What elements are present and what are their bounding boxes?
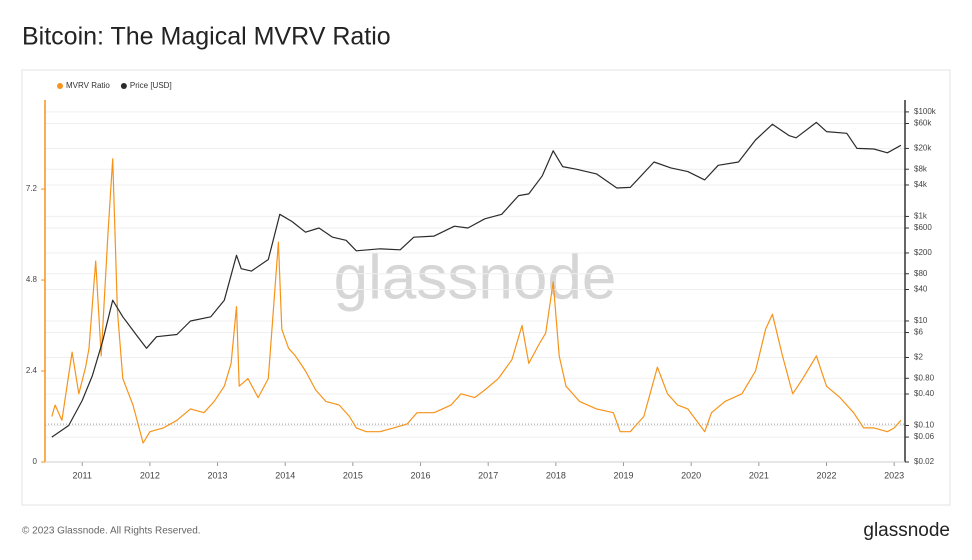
chart-frame [21, 69, 951, 506]
y2-tick-label: $60k [914, 119, 932, 128]
y-tick-label: 4.8 [26, 275, 38, 284]
y-tick-label: 7.2 [26, 184, 38, 193]
y2-tick-label: $2 [914, 353, 923, 362]
series-line [51, 121, 902, 438]
x-tick-label: 2016 [411, 470, 431, 480]
logo: glassnode [863, 520, 950, 541]
legend-label: Price [USD] [130, 81, 172, 90]
y2-tick-label: $0.02 [914, 457, 935, 466]
x-tick-label: 2013 [208, 470, 228, 480]
y2-tick-label: $20k [914, 144, 932, 153]
legend-marker [57, 83, 63, 89]
x-tick-label: 2012 [140, 470, 160, 480]
y2-tick-label: $6 [914, 328, 923, 337]
x-tick-label: 2021 [749, 470, 769, 480]
x-tick-label: 2019 [614, 470, 634, 480]
y2-tick-label: $8k [914, 164, 928, 173]
x-tick-label: 2018 [546, 470, 566, 480]
series-line [51, 158, 902, 444]
x-tick-label: 2022 [816, 470, 836, 480]
x-tick-label: 2023 [884, 470, 904, 480]
y2-tick-label: $1k [914, 212, 928, 221]
x-tick-label: 2015 [343, 470, 363, 480]
page-title: Bitcoin: The Magical MVRV Ratio [22, 23, 391, 51]
legend-marker [120, 83, 127, 89]
y2-tick-label: $0.40 [914, 389, 935, 398]
y2-tick-label: $0.10 [914, 421, 935, 430]
y-tick-label: 2.4 [26, 366, 38, 375]
footer: © 2023 Glassnode. All Rights Reserved. [22, 526, 201, 537]
legend-label: MVRV Ratio [66, 81, 110, 90]
y2-tick-label: $100k [914, 107, 937, 116]
y2-tick-label: $0.80 [914, 373, 935, 382]
x-tick-label: 2020 [681, 470, 701, 480]
y2-tick-label: $600 [914, 223, 932, 232]
watermark: glassnode [334, 243, 617, 312]
y2-tick-label: $4k [914, 180, 928, 189]
x-tick-label: 2017 [478, 470, 498, 480]
y2-tick-label: $0.06 [914, 432, 935, 441]
y2-tick-label: $200 [914, 248, 932, 257]
y2-tick-label: $10 [914, 316, 928, 325]
y-tick-label: 0 [33, 457, 38, 466]
x-tick-label: 2011 [73, 470, 92, 480]
y2-tick-label: $40 [914, 285, 928, 294]
y2-tick-label: $80 [914, 269, 928, 278]
x-tick-label: 2014 [275, 470, 295, 480]
